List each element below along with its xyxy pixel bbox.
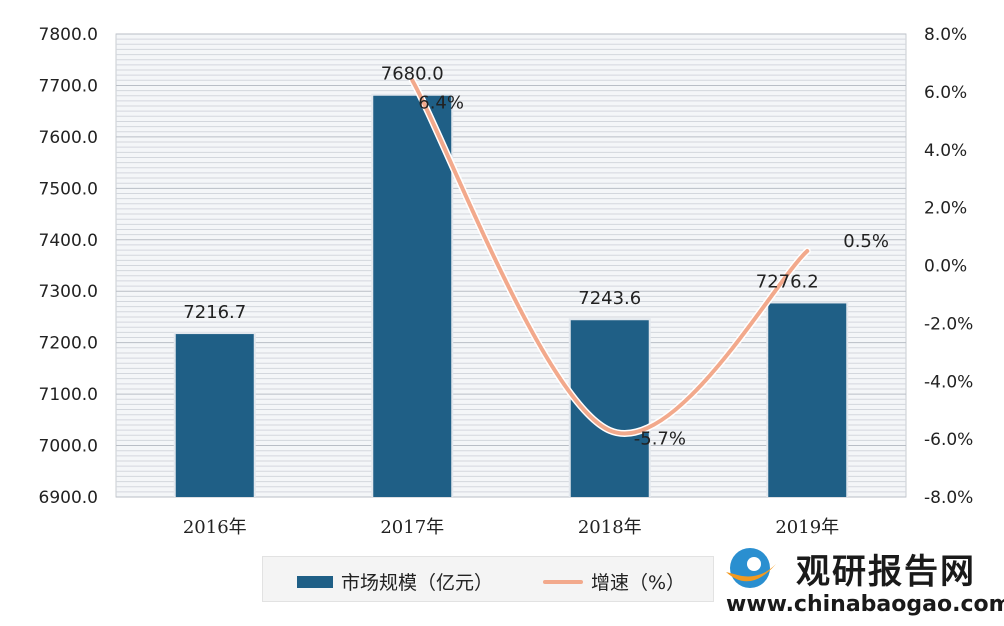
- y-right-tick: -2.0%: [924, 314, 973, 334]
- y-right-tick: -4.0%: [924, 372, 973, 392]
- growth-line: [410, 78, 810, 436]
- legend-bar-swatch: [297, 575, 333, 588]
- bar-value-label: 7216.7: [183, 302, 246, 323]
- bar-2017年: [373, 95, 452, 497]
- bar-2016年: [175, 334, 254, 497]
- y-left-tick: 7300.0: [39, 282, 98, 302]
- y-right-tick: 6.0%: [924, 83, 967, 103]
- bar-value-label: 7680.0: [381, 64, 444, 85]
- y-left-tick: 7700.0: [39, 76, 98, 96]
- y-left-tick: 6900.0: [39, 488, 98, 508]
- y-left-tick: 7200.0: [39, 334, 98, 354]
- growth-value-label: 6.4%: [418, 92, 464, 113]
- watermark-brand: 观研报告网: [796, 552, 976, 592]
- legend-item-bar: 市场规模（亿元）: [297, 568, 493, 595]
- x-tick-0: 2016年: [183, 517, 247, 538]
- y-left-tick: 7400.0: [39, 231, 98, 251]
- x-tick-1: 2017年: [380, 517, 444, 538]
- y-right-tick: 2.0%: [924, 199, 967, 219]
- legend-line-label: 增速（%）: [591, 572, 686, 594]
- y-right-tick: 4.0%: [924, 141, 967, 161]
- watermark-url: www.chinabaogao.com: [726, 592, 1004, 617]
- legend-bar-label: 市场规模（亿元）: [341, 572, 494, 594]
- y-left-tick: 7500.0: [39, 179, 98, 199]
- logo-icon: [726, 548, 776, 588]
- growth-value-label: 0.5%: [843, 231, 889, 252]
- y-left-tick: 7100.0: [39, 385, 98, 405]
- legend: 市场规模（亿元） 增速（%）: [262, 556, 714, 602]
- bar-value-label: 7243.6: [578, 288, 641, 309]
- legend-line-swatch: [543, 579, 583, 584]
- growth-value-label: -5.7%: [634, 428, 686, 449]
- x-tick-3: 2019年: [775, 517, 839, 538]
- bar-2019年: [768, 303, 847, 497]
- y-right-tick: 0.0%: [924, 257, 967, 277]
- y-left-tick: 7000.0: [39, 437, 98, 457]
- legend-item-line: 增速（%）: [543, 568, 685, 595]
- y-left-tick: 7600.0: [39, 128, 98, 148]
- y-right-tick: -6.0%: [924, 430, 973, 450]
- y-right-tick: 8.0%: [924, 25, 967, 45]
- x-tick-2: 2018年: [578, 517, 642, 538]
- bar-value-label: 7276.2: [756, 271, 819, 292]
- y-right-tick: -8.0%: [924, 488, 973, 508]
- watermark-logo: 观研报告网 www.chinabaogao.com: [712, 542, 1004, 624]
- y-left-tick: 7800.0: [39, 25, 98, 45]
